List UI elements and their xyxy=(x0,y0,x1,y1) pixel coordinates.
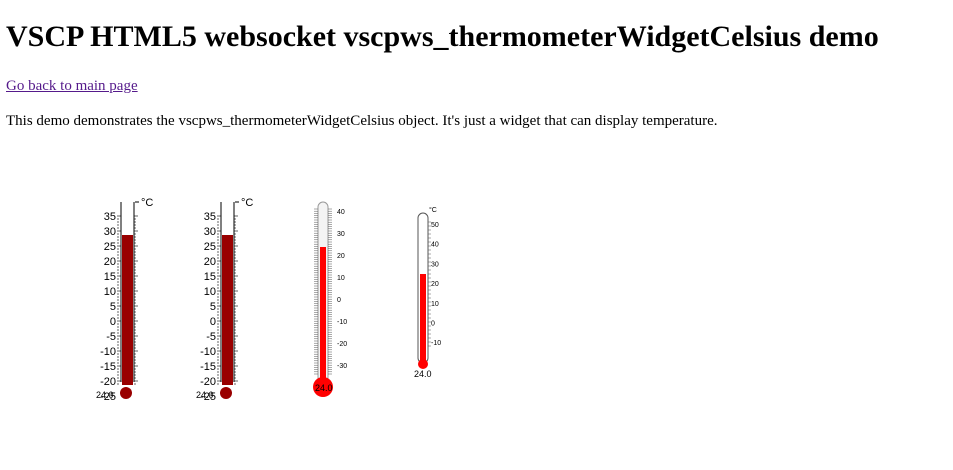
thermometer-1-scale-label: 10 xyxy=(104,286,116,298)
thermometer-1-scale-label: 35 xyxy=(104,211,116,223)
thermometer-2-scale-label: 0 xyxy=(210,316,216,328)
thermometer-3-scale-label: 20 xyxy=(337,253,345,260)
thermometer-3-scale-label: 10 xyxy=(337,275,345,282)
thermometer-4-scale-label: 0 xyxy=(431,321,435,328)
thermometer-2-scale-label: 20 xyxy=(204,256,216,268)
thermometer-1-scale-label: 15 xyxy=(104,271,116,283)
thermometer-1-mercury xyxy=(122,235,133,385)
thermometer-1-bulb xyxy=(120,387,132,399)
thermometer-2-scale-label: -15 xyxy=(200,361,216,373)
thermometer-2-bulb xyxy=(220,387,232,399)
page-title: VSCP HTML5 websocket vscpws_thermometerW… xyxy=(6,20,879,53)
thermometer-1-scale-label: -5 xyxy=(106,331,116,343)
page-description: This demo demonstrates the vscpws_thermo… xyxy=(6,113,718,129)
thermometer-3-value: 24.0 xyxy=(315,383,333,393)
thermometer-2-scale-label: 15 xyxy=(204,271,216,283)
thermometer-3-scale-label: 40 xyxy=(337,209,345,216)
thermometer-1-scale-label: -25 xyxy=(100,391,116,403)
thermometer-1-scale-label: 0 xyxy=(110,316,116,328)
thermometer-2-value: 24.0 xyxy=(196,390,214,400)
thermometer-3-bulb xyxy=(313,377,333,397)
thermometer-4-scale-label: -10 xyxy=(431,340,441,347)
thermometer-4-scale-label: 20 xyxy=(431,281,439,288)
thermometer-4-value: 24.0 xyxy=(414,369,432,379)
thermometer-3-scale-label: -10 xyxy=(337,319,347,326)
thermometer-1-scale-label: -20 xyxy=(100,376,116,388)
thermometer-4-scale-label: 40 xyxy=(431,242,439,249)
thermometer-4-mercury xyxy=(420,274,426,364)
thermometer-4-bulb xyxy=(418,359,428,369)
thermometer-1-scale-label: 30 xyxy=(104,226,116,238)
thermometer-2-scale-label: -20 xyxy=(200,376,216,388)
thermometer-2-mercury xyxy=(222,235,233,385)
thermometer-2-scale-label: 10 xyxy=(204,286,216,298)
thermometer-2-scale-label: 35 xyxy=(204,211,216,223)
thermometer-1-value: 24.0 xyxy=(96,390,114,400)
thermometer-2-scale-label: 30 xyxy=(204,226,216,238)
thermometer-1-scale-label: 5 xyxy=(110,301,116,313)
thermometer-3-scale-label: -30 xyxy=(337,363,347,370)
back-to-main-link[interactable]: Go back to main page xyxy=(6,78,138,94)
thermometer-1-unit: °C xyxy=(141,197,153,209)
thermometer-3-scale-label: 30 xyxy=(337,231,345,238)
thermometer-widget-4: 50 40 30 20 10 0 -10 °C 24.0 xyxy=(414,206,441,379)
thermometer-4-scale-label: 50 xyxy=(431,222,439,229)
thermometer-2-scale-label: 25 xyxy=(204,241,216,253)
thermometer-4-scale-label: 30 xyxy=(431,261,439,268)
thermometer-1-scale-label: -15 xyxy=(100,361,116,373)
thermometer-2-unit: °C xyxy=(241,197,253,209)
thermometer-3-scale-label: -20 xyxy=(337,341,347,348)
thermometer-widget-3: 40 30 20 10 0 -10 -20 -30 24.0 xyxy=(313,201,347,397)
thermometer-2-scale-label: 5 xyxy=(210,301,216,313)
thermometer-2-scale-label: -25 xyxy=(200,391,216,403)
thermometer-3-scale-label: 0 xyxy=(337,297,341,304)
thermometer-widget-1: 35 30 25 20 15 10 5 0 -5 -10 -15 -20 -25 °C 24.0 xyxy=(96,197,153,403)
thermometer-2-scale-label: -10 xyxy=(200,346,216,358)
thermometer-4-unit: °C xyxy=(429,206,437,214)
thermometer-1-scale-label: -10 xyxy=(100,346,116,358)
thermometer-3-mercury xyxy=(320,247,326,382)
thermometer-1-scale-label: 25 xyxy=(104,241,116,253)
thermometer-1-scale-label: 20 xyxy=(104,256,116,268)
thermometer-widget-2: 35 30 25 20 15 10 5 0 -5 -10 -15 -20 -25 °C 24.0 xyxy=(196,197,253,403)
thermometer-2-scale-label: -5 xyxy=(206,331,216,343)
thermometer-4-scale-label: 10 xyxy=(431,301,439,308)
